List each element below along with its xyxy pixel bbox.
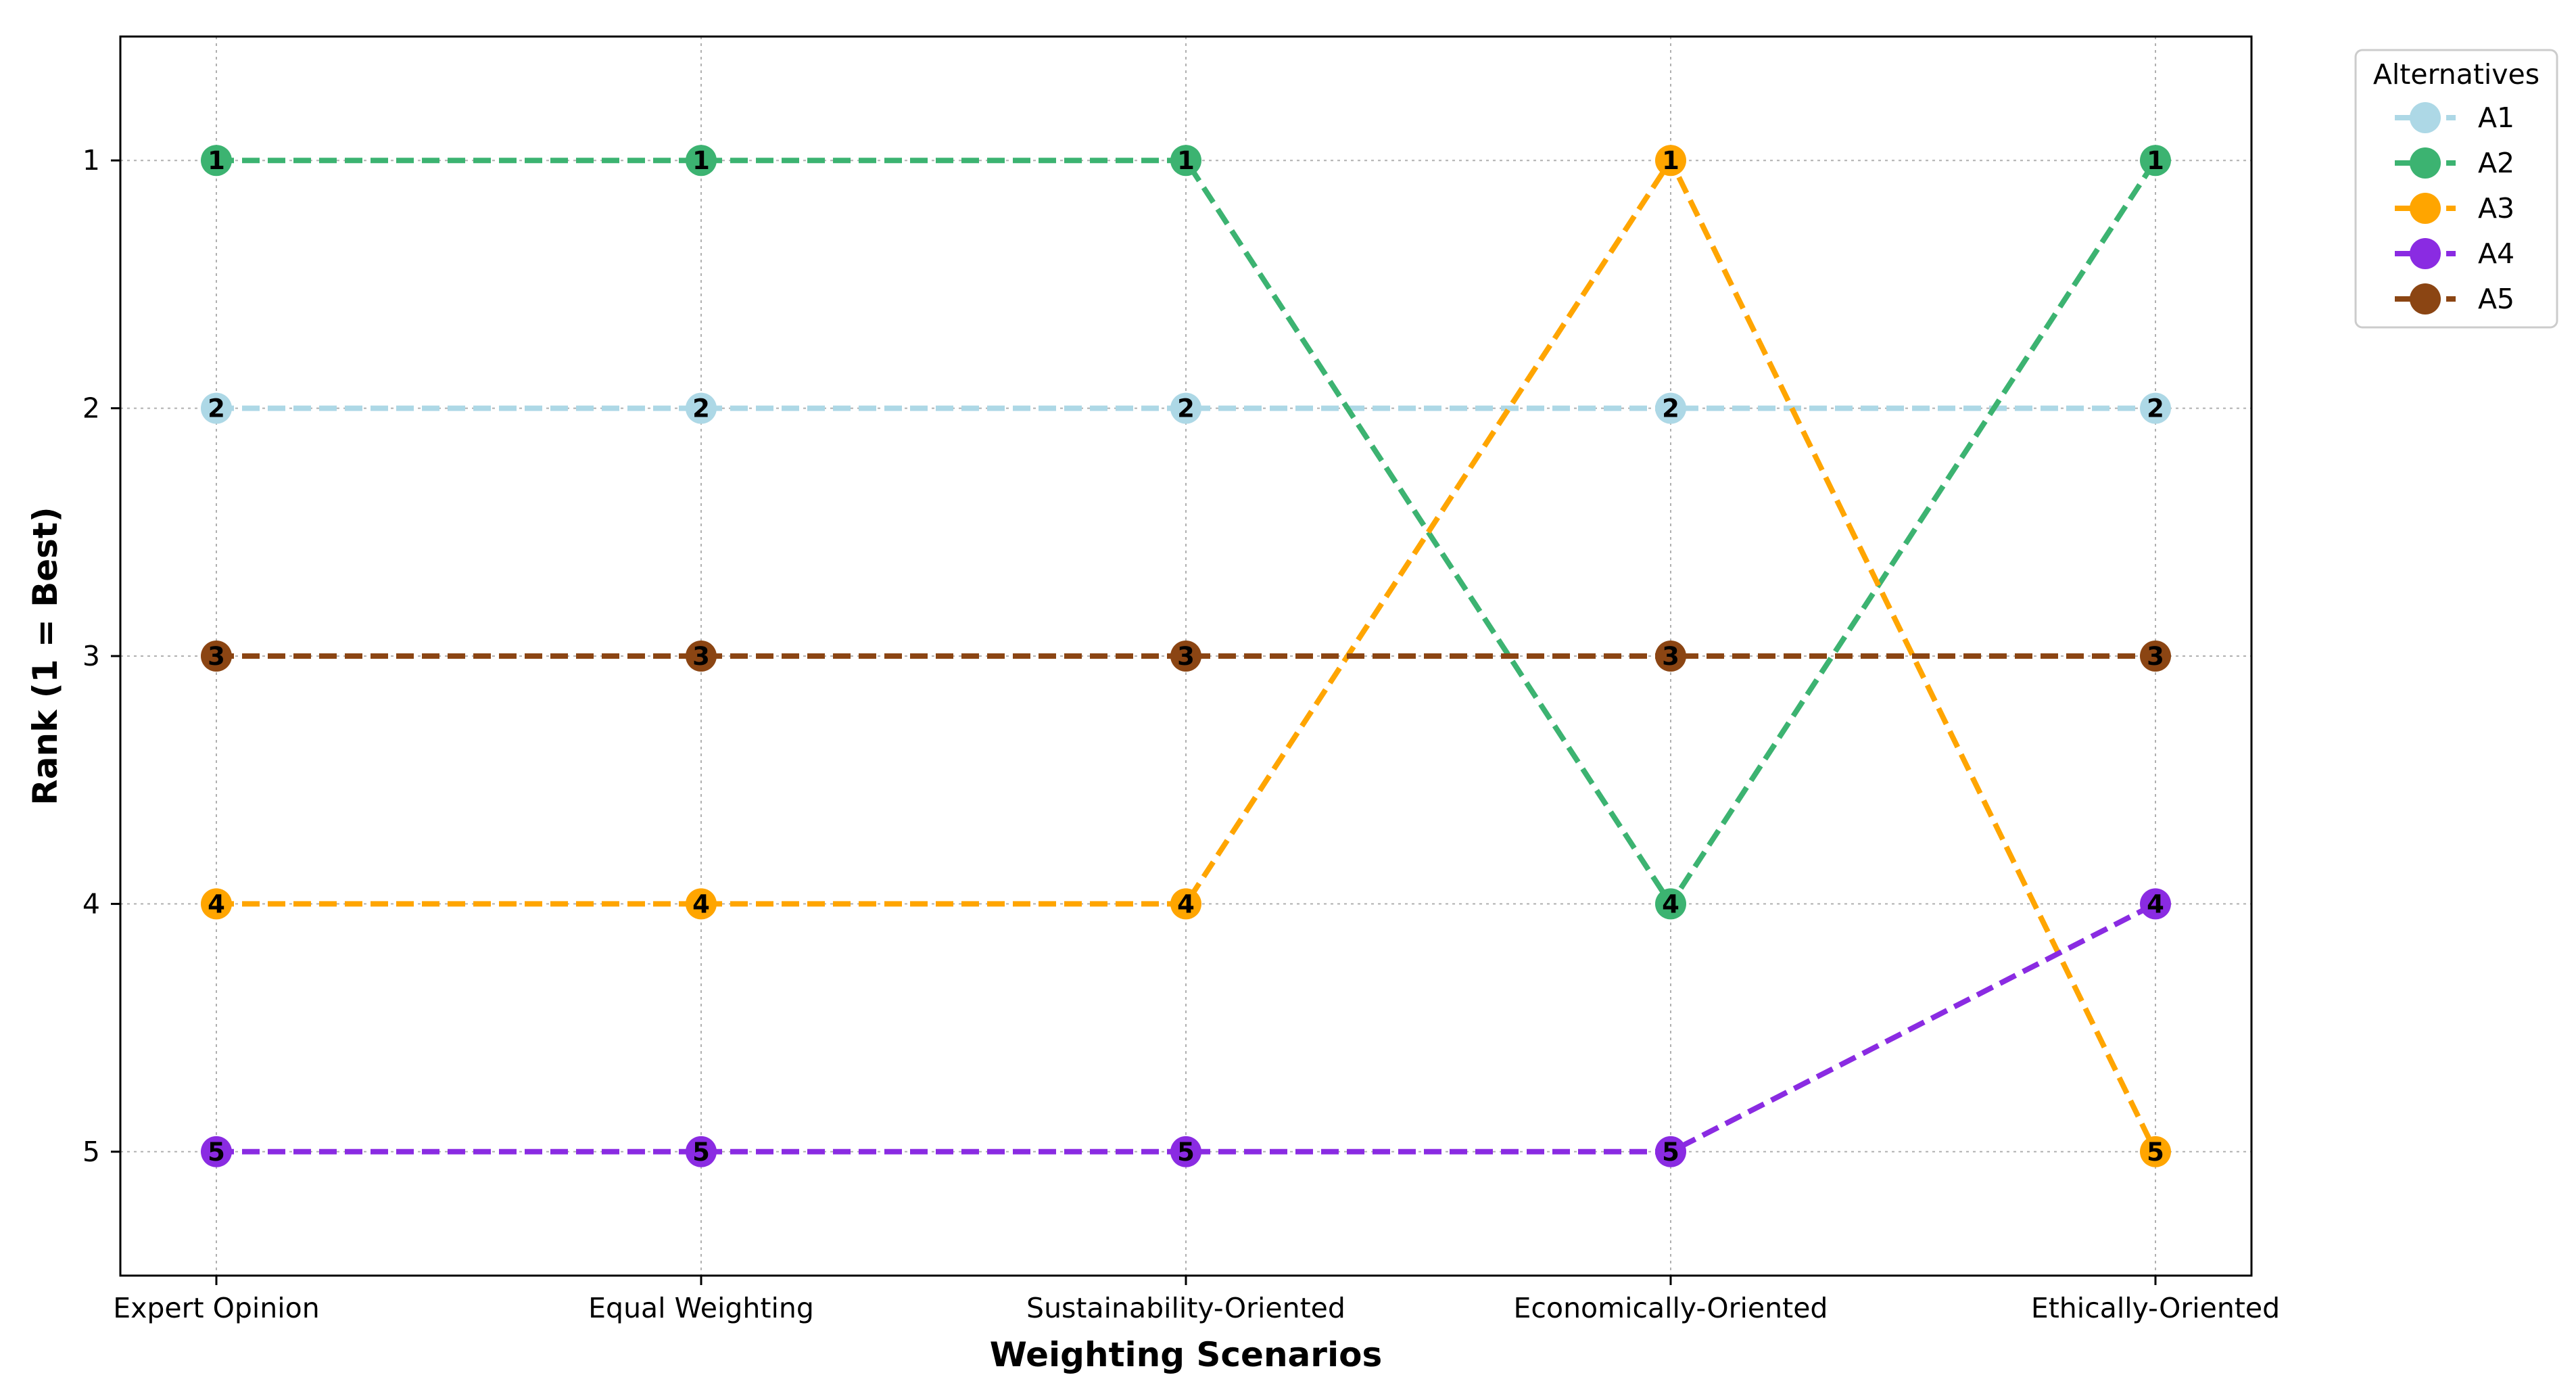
series-line-a3	[216, 158, 2158, 1153]
data-point	[201, 888, 232, 920]
y-tick-label: 3	[82, 640, 100, 672]
legend-item-a2: A2	[2395, 147, 2514, 179]
data-point	[201, 145, 232, 177]
x-tick-label: Ethically-Oriented	[2031, 1292, 2280, 1324]
legend-item-a3: A3	[2395, 192, 2514, 225]
y-tick-label: 5	[82, 1136, 100, 1168]
data-label: 1	[1662, 146, 1679, 175]
data-label: 4	[692, 889, 710, 918]
series-a4	[216, 901, 2157, 1155]
data-label: 5	[1662, 1138, 1679, 1167]
legend-title: Alternatives	[2373, 58, 2539, 91]
data-point	[1170, 641, 1201, 672]
data-label: 2	[208, 394, 225, 423]
legend-item-a4: A4	[2395, 237, 2514, 270]
data-label: 4	[1177, 889, 1195, 918]
x-tick-label: Expert Opinion	[113, 1292, 320, 1324]
legend-label: A2	[2478, 147, 2514, 179]
legend-marker-swatch	[2410, 238, 2441, 269]
legend-marker-swatch	[2410, 102, 2441, 133]
legend-label: A5	[2478, 283, 2514, 315]
data-point	[686, 145, 717, 177]
data-label: 2	[2147, 394, 2164, 423]
series-points-a3: 4 4 4 1 5	[201, 145, 2171, 1167]
series-points-a4: 5 5 5 5 4	[201, 888, 2171, 1167]
x-tick-label: Sustainability-Oriented	[1026, 1292, 1345, 1324]
series-points-a5: 3 3 3 3 3	[201, 641, 2171, 672]
x-tick-label: Equal Weighting	[588, 1292, 814, 1324]
series-a3	[216, 158, 2158, 1153]
legend-label: A4	[2478, 237, 2514, 270]
data-label: 4	[1662, 889, 1679, 918]
data-label: 1	[692, 146, 710, 175]
series-a2	[216, 158, 2158, 907]
data-point	[1170, 145, 1201, 177]
series-points-a1: 2 2 2 2 2	[201, 392, 2171, 424]
legend-label: A3	[2478, 192, 2514, 225]
y-tick-label: 1	[82, 144, 100, 177]
data-label: 3	[2147, 642, 2164, 671]
series-line-a4	[216, 901, 2157, 1155]
data-label: 3	[692, 642, 710, 671]
data-point	[201, 392, 232, 424]
legend-marker-swatch	[2410, 283, 2441, 315]
data-point	[2140, 641, 2171, 672]
series-line-a2	[216, 158, 2158, 907]
data-label: 5	[692, 1138, 710, 1167]
data-point	[1170, 392, 1201, 424]
data-label: 2	[1662, 394, 1679, 423]
tick-layer: Expert Opinion Equal Weighting Sustainabil…	[82, 144, 2280, 1324]
data-point	[1655, 145, 1686, 177]
data-label: 1	[208, 146, 225, 175]
legend-box	[2354, 49, 2558, 329]
data-label: 4	[2147, 889, 2164, 918]
legend-item-a1: A1	[2395, 101, 2514, 134]
data-label: 2	[692, 394, 710, 423]
data-point	[1170, 1136, 1201, 1167]
x-tick-label: Economically-Oriented	[1514, 1292, 1828, 1324]
y-tick-label: 2	[82, 392, 100, 425]
data-label: 5	[2147, 1138, 2164, 1167]
data-label: 3	[1177, 642, 1195, 671]
legend-marker-swatch	[2410, 147, 2441, 179]
legend-item-a5: A5	[2395, 283, 2514, 315]
data-label: 5	[208, 1138, 225, 1167]
data-label: 2	[1177, 394, 1195, 423]
data-point	[1655, 1136, 1686, 1167]
data-label: 1	[1177, 146, 1195, 175]
data-point	[686, 888, 717, 920]
legend: Alternatives A1 A2 A3 A4 A5	[2354, 49, 2558, 329]
data-label: 5	[1177, 1138, 1195, 1167]
series-layer: 2 2 2 2 2 1 1 1 4 1 4 4 4 1 5 5 5 5 5 4 3 3 3 3 3	[201, 145, 2171, 1167]
data-point	[2140, 1136, 2171, 1167]
legend-marker-swatch	[2410, 193, 2441, 224]
data-point	[2140, 392, 2171, 424]
data-label: 3	[1662, 642, 1679, 671]
legend-items: A1 A2 A3 A4 A5	[2395, 101, 2514, 315]
data-point	[1655, 888, 1686, 920]
data-point	[1655, 641, 1686, 672]
data-point	[1170, 888, 1201, 920]
x-axis-title: Weighting Scenarios	[990, 1335, 1382, 1374]
data-point	[686, 641, 717, 672]
y-axis-title: Rank (1 = Best)	[26, 507, 65, 805]
data-label: 3	[208, 642, 225, 671]
data-label: 4	[208, 889, 225, 918]
y-tick-label: 4	[82, 887, 100, 920]
data-point	[686, 392, 717, 424]
series-points-a2: 1 1 1 4 1	[201, 145, 2171, 920]
data-point	[1655, 392, 1686, 424]
data-point	[2140, 145, 2171, 177]
data-point	[201, 1136, 232, 1167]
data-point	[201, 641, 232, 672]
data-point	[2140, 888, 2171, 920]
data-point	[686, 1136, 717, 1167]
data-label: 1	[2147, 146, 2164, 175]
legend-label: A1	[2478, 101, 2514, 134]
